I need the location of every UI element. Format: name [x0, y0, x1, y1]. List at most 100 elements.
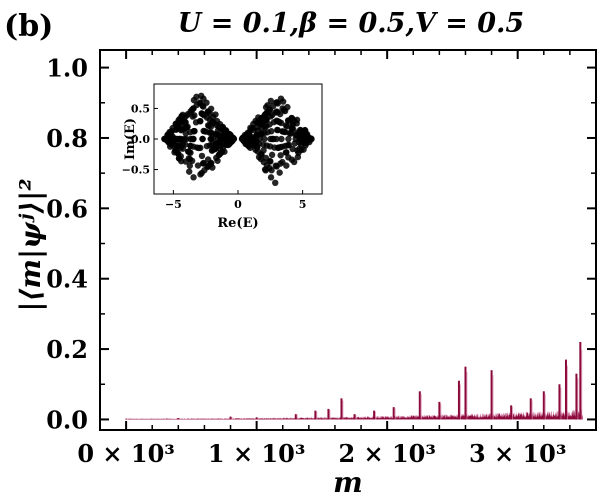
inset-point	[267, 174, 275, 181]
inset-x-tick-label: 5	[299, 198, 307, 211]
x-tick-label: 0 × 10³	[77, 439, 174, 468]
inset-point	[195, 144, 202, 152]
x-tick-label: 1 × 10³	[208, 439, 305, 468]
inset-point	[214, 157, 221, 164]
inset-point	[275, 144, 282, 151]
inset-y-ticks: 0.5 0.0 −0.5	[122, 102, 158, 177]
inset-y-tick-label: 0.0	[131, 133, 150, 146]
inset-point	[255, 118, 262, 125]
inset-point	[283, 162, 290, 169]
main-series-area	[125, 348, 584, 420]
inset-y-tick-label: −0.5	[122, 164, 150, 177]
main-plot: 0 × 10³ 1 × 10³ 2 × 10³ 3 × 10³ 0.00.20.40.…	[14, 49, 597, 499]
inset-point	[197, 171, 204, 178]
inset-point	[175, 155, 183, 162]
x-tick-label: 2 × 10³	[338, 439, 435, 468]
main-y-ticks: 0.0 0.2 0.4 0.6 0.8 1.0	[46, 54, 596, 434]
inset-point	[213, 117, 221, 125]
inset-point	[172, 144, 179, 152]
inset-point	[179, 145, 187, 152]
inset-point	[190, 105, 197, 112]
inset-point	[200, 95, 207, 102]
main-x-ticks: 0 × 10³ 1 × 10³ 2 × 10³ 3 × 10³	[77, 50, 597, 468]
inset-point	[222, 127, 229, 134]
inset-point	[198, 152, 206, 160]
inset-x-ticks: −5 0 5	[165, 190, 306, 211]
inset-point	[284, 142, 292, 149]
inset-point	[199, 160, 207, 167]
inset-point	[194, 162, 202, 169]
inset-y-axis-label: Im(E)	[123, 118, 138, 160]
inset-point	[247, 124, 254, 132]
inset-point	[182, 130, 189, 137]
x-axis-label: m	[333, 466, 363, 499]
inset-point	[306, 138, 313, 146]
y-axis-label: |⟨m|ψʲ⟩|²	[14, 178, 47, 311]
y-tick-label: 0.4	[46, 265, 88, 294]
inset-point	[278, 135, 285, 143]
inset-point	[197, 118, 204, 125]
inset-point	[212, 111, 219, 118]
main-plot-frame	[99, 49, 597, 431]
inset-point	[176, 115, 183, 123]
inset-point	[273, 126, 281, 134]
inset-point	[207, 135, 215, 143]
inset-point	[260, 158, 268, 166]
inset-point	[203, 114, 211, 121]
inset-point	[173, 135, 180, 143]
inset-point	[270, 118, 278, 126]
inset-point	[185, 155, 193, 162]
inset-point	[189, 135, 196, 143]
inset-point	[288, 156, 296, 163]
inset-point	[276, 118, 283, 126]
y-tick-label: 0.2	[46, 335, 88, 364]
inset-point	[272, 179, 279, 187]
inset-point	[222, 140, 229, 147]
inset-scatter-points	[161, 92, 315, 187]
inset-point	[193, 93, 200, 101]
inset-point	[208, 147, 216, 154]
inset-point	[181, 114, 188, 122]
inset-point	[208, 129, 216, 137]
inset-point	[258, 151, 265, 158]
inset-point	[199, 135, 206, 143]
panel-label: (b)	[4, 9, 53, 44]
inset-point	[261, 166, 269, 173]
inset-point	[207, 123, 215, 130]
inset-point	[293, 120, 300, 127]
inset-point	[295, 128, 302, 136]
inset-point	[273, 99, 280, 106]
inset-point	[226, 132, 234, 139]
inset-point	[281, 107, 289, 115]
inset-point	[272, 109, 279, 116]
inset-point	[204, 163, 211, 171]
inset-point	[185, 148, 192, 155]
inset-point	[301, 126, 309, 134]
inset-point	[201, 128, 208, 135]
inset-plot: −5 0 5 0.5 0.0 −0.5 Re(E) Im(E)	[122, 83, 323, 231]
inset-point	[261, 135, 268, 143]
inset-point	[260, 141, 267, 148]
inset-point	[264, 129, 271, 136]
inset-point	[190, 174, 197, 181]
inset-point	[199, 102, 206, 110]
inset-point	[272, 162, 279, 169]
y-tick-label: 0.6	[46, 194, 88, 223]
inset-x-axis-label: Re(E)	[217, 216, 258, 231]
inset-point	[217, 124, 224, 132]
inset-point	[186, 162, 193, 169]
inset-point	[186, 168, 193, 175]
inset-point	[283, 149, 290, 156]
inset-x-tick-label: 0	[234, 198, 242, 211]
inset-point	[285, 135, 292, 143]
main-series-fill	[125, 342, 584, 420]
inset-point	[184, 123, 191, 130]
inset-point	[267, 97, 275, 105]
inset-x-tick-label: −5	[165, 198, 182, 211]
inset-point	[277, 95, 285, 102]
inset-point	[280, 128, 288, 135]
inset-point	[277, 152, 284, 159]
inset-point	[190, 128, 198, 135]
inset-point	[266, 157, 274, 165]
